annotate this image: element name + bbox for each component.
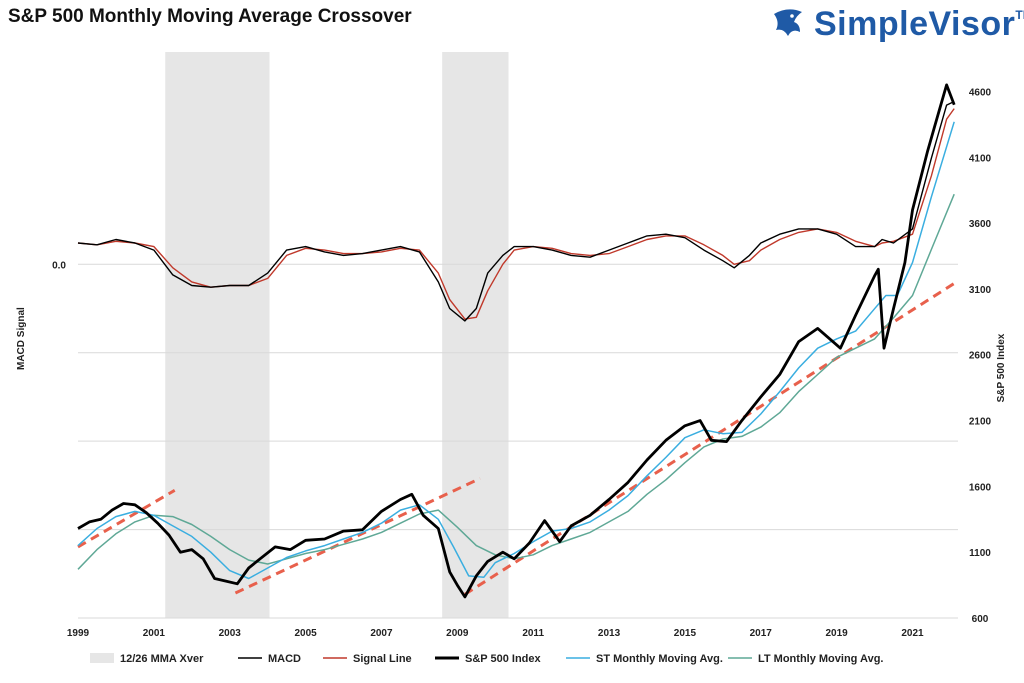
right-tick-label: 4600 [969,87,992,98]
trend-2003-2009 [234,477,481,595]
x-tick-label: 1999 [67,628,90,639]
right-tick-label: 1100 [969,548,991,559]
left-tick-label: 0.0 [52,260,66,271]
legend-label: S&P 500 Index [465,653,541,665]
right-tick-label: 2600 [969,351,992,362]
st-moving-avg-line [77,121,955,580]
x-tick-label: 2001 [143,628,166,639]
y-axis-label-left: MACD Signal [16,307,27,370]
legend-item: MACD [238,653,301,665]
chart-title: S&P 500 Monthly Moving Average Crossover [8,6,412,27]
right-tick-label: 2100 [969,417,992,428]
spx-line [77,83,956,599]
brand-logo: SimpleVisor TM [770,2,1024,46]
shaded-period-2 [442,52,509,618]
right-tick-label: 600 [972,614,989,625]
trend-1999-2001 [77,489,176,549]
macd-line [77,100,955,322]
x-tick-label: 2011 [522,628,544,639]
x-tick-label: 2015 [674,628,697,639]
legend-item: Signal Line [323,653,412,665]
legend-item: ST Monthly Moving Avg. [566,653,723,665]
shaded-periods [165,52,509,618]
x-tick-label: 2021 [901,628,924,639]
right-tick-label: 1600 [969,482,992,493]
right-axis-ticks: 600 1100 1600 2100 2600 3100 3600 4100 4600 [969,87,992,625]
legend-label: LT Monthly Moving Avg. [758,653,883,665]
x-tick-label: 2003 [219,628,242,639]
right-tick-label: 4100 [969,153,992,164]
legend-item: S&P 500 Index [435,653,541,665]
eagle-icon [774,9,802,36]
right-tick-label: 3100 [969,285,992,296]
x-tick-label: 2013 [598,628,621,639]
brand-trademark: TM [1015,8,1024,22]
legend-item: LT Monthly Moving Avg. [728,653,883,665]
legend-swatch [90,653,114,663]
y-axis-label-right: S&P 500 Index [996,333,1007,402]
series-lines [77,83,956,599]
gridlines [78,263,958,619]
x-tick-label: 2009 [446,628,469,639]
shaded-period-1 [165,52,270,618]
legend: 12/26 MMA Xver MACD Signal Line S&P 500 Ind… [90,653,883,665]
x-axis-ticks: 1999 2001 2003 2005 2007 2009 2011 2013 2015 2017… [67,628,924,639]
legend-label: 12/26 MMA Xver [120,653,204,665]
left-axis-ticks: 0.0 [52,260,66,271]
x-tick-label: 2017 [750,628,773,639]
legend-label: Signal Line [353,653,412,665]
right-tick-label: 3600 [969,219,992,230]
legend-label: ST Monthly Moving Avg. [596,653,723,665]
x-tick-label: 2007 [370,628,393,639]
legend-item: 12/26 MMA Xver [90,653,204,665]
legend-label: MACD [268,653,301,665]
x-tick-label: 2019 [825,628,848,639]
brand-name: SimpleVisor [814,4,1016,43]
x-tick-label: 2005 [294,628,317,639]
